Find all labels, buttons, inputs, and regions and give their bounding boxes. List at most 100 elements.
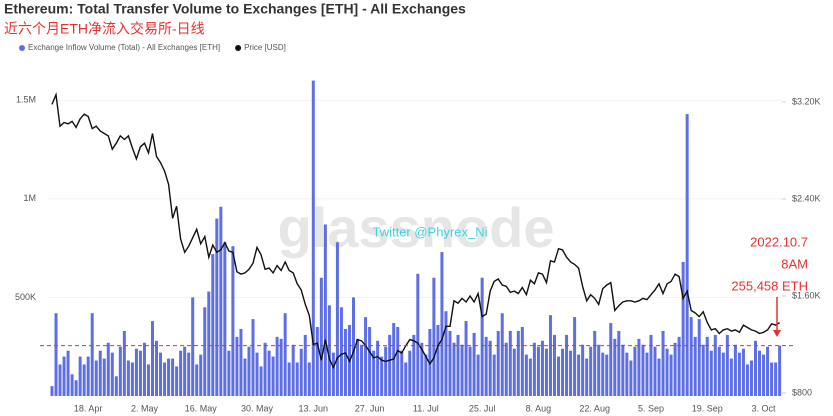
- bar: [488, 340, 492, 396]
- bar: [207, 291, 211, 396]
- bar: [416, 273, 420, 396]
- bar: [368, 327, 372, 396]
- bar: [267, 350, 271, 396]
- bar: [243, 358, 247, 396]
- bar: [86, 356, 90, 396]
- bar: [641, 344, 645, 396]
- bar: [472, 332, 476, 396]
- bar: [536, 346, 540, 396]
- bar: [259, 366, 263, 396]
- bar: [565, 334, 569, 396]
- legend-marker: [19, 45, 25, 51]
- bar: [629, 360, 633, 396]
- bar: [709, 350, 713, 396]
- y-tick-label: 1M: [23, 193, 36, 203]
- bar: [613, 338, 617, 396]
- bar: [553, 334, 556, 396]
- annotation: 2022.10.7: [750, 234, 808, 249]
- bar: [500, 313, 504, 396]
- bar: [62, 356, 66, 396]
- bar: [476, 354, 480, 396]
- bar: [705, 336, 709, 396]
- x-tick-label: 27. Jun: [355, 403, 385, 413]
- bar: [625, 352, 629, 396]
- annotation: 8AM: [781, 256, 808, 271]
- x-tick-label: 16. May: [185, 403, 218, 413]
- bar: [126, 360, 130, 396]
- bar: [106, 342, 110, 396]
- bar: [778, 345, 782, 396]
- bar: [339, 307, 343, 396]
- bar: [110, 352, 114, 396]
- bar: [303, 334, 307, 396]
- bar: [713, 334, 717, 396]
- bar: [484, 336, 488, 396]
- y-tick-label: 500K: [15, 292, 36, 302]
- x-tick-label: 18. Apr: [74, 403, 103, 413]
- bar: [400, 350, 404, 396]
- bar: [335, 242, 339, 396]
- bar: [327, 305, 331, 396]
- bar: [492, 354, 496, 396]
- bar: [758, 350, 762, 396]
- bar: [697, 319, 701, 396]
- x-tick-label: 30. May: [241, 403, 274, 413]
- bar: [203, 307, 207, 396]
- bar: [589, 346, 593, 396]
- bar: [70, 374, 74, 396]
- annotation-arrowhead: [773, 330, 781, 337]
- bar: [114, 376, 118, 396]
- x-tick-label: 19. Sep: [692, 403, 723, 413]
- bar: [134, 348, 138, 396]
- bar: [448, 330, 452, 396]
- bar: [464, 321, 468, 396]
- bar: [275, 336, 279, 396]
- credit: Twitter @Phyrex_Ni: [372, 224, 487, 239]
- bar: [749, 360, 753, 396]
- bar: [432, 277, 436, 396]
- bar: [199, 354, 203, 396]
- bar: [307, 362, 311, 396]
- bar: [376, 340, 380, 396]
- bar: [211, 254, 215, 396]
- bar: [360, 344, 364, 396]
- bar: [669, 354, 673, 396]
- bar: [251, 319, 255, 396]
- bar: [82, 364, 86, 396]
- bar: [331, 352, 335, 396]
- bar: [319, 277, 323, 396]
- bar: [633, 346, 637, 396]
- bar: [343, 328, 347, 396]
- bar: [247, 346, 251, 396]
- bar: [223, 242, 227, 396]
- bar: [468, 346, 472, 396]
- bar: [263, 342, 267, 396]
- bar: [573, 317, 577, 396]
- x-tick-label: 8. Aug: [526, 403, 552, 413]
- bar: [155, 340, 159, 396]
- chart-subtitle: 近六个月ETH净流入交易所-日线: [4, 21, 205, 37]
- bar: [593, 330, 597, 396]
- bar: [585, 358, 589, 396]
- bar: [227, 350, 231, 396]
- legend-marker: [235, 45, 242, 51]
- bar: [151, 321, 154, 396]
- bar: [532, 342, 536, 396]
- bar: [130, 362, 134, 396]
- bar: [617, 330, 621, 396]
- bar: [581, 344, 585, 396]
- bar: [745, 364, 749, 396]
- bar: [729, 358, 733, 396]
- bar: [504, 342, 508, 396]
- bar: [356, 338, 360, 396]
- bar: [637, 338, 641, 396]
- x-tick-label: 25. Jul: [469, 403, 496, 413]
- bar: [283, 313, 287, 396]
- bar: [179, 350, 183, 396]
- bar: [420, 342, 424, 396]
- bar: [299, 348, 303, 396]
- bar: [287, 362, 291, 396]
- bar: [171, 358, 175, 396]
- bar: [717, 346, 721, 396]
